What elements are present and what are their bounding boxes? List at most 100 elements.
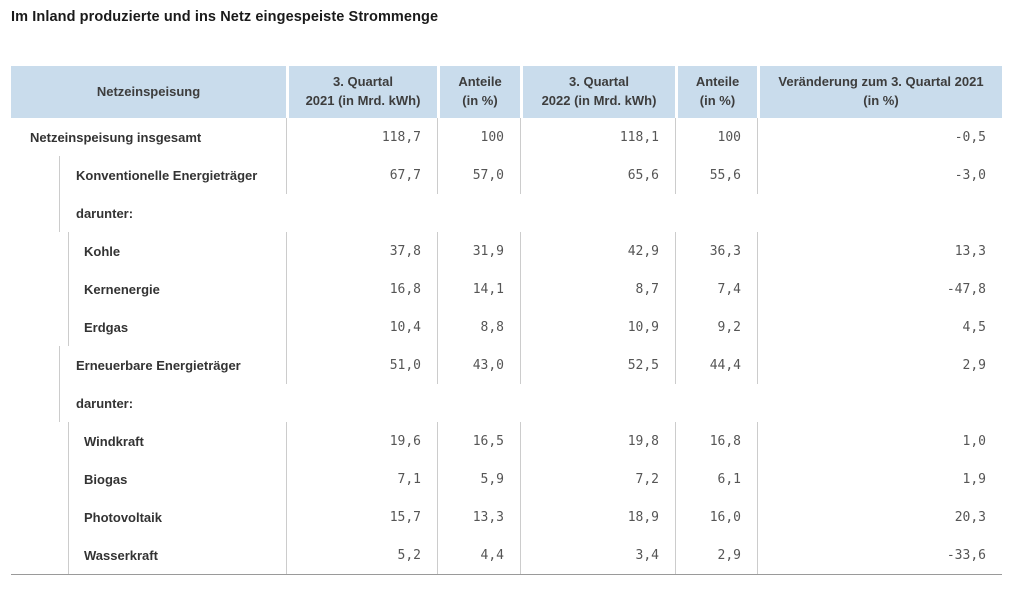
header-q3-2021: 3. Quartal 2021 (in Mrd. kWh): [286, 66, 437, 118]
netzeinspeisung-table: Netzeinspeisung 3. Quartal 2021 (in Mrd.…: [11, 66, 1002, 575]
cell-anteil-2022: 16,0: [675, 498, 757, 536]
cell-anteil-2022: 16,8: [675, 422, 757, 460]
cell-anteil-2021: 4,4: [437, 536, 520, 574]
row-label: Netzeinspeisung insgesamt: [30, 129, 202, 145]
header-line: (in %): [863, 93, 899, 108]
cell-veraenderung: -47,8: [757, 270, 1002, 308]
indent-guide-line: [59, 156, 60, 194]
cell-q3-2022: 118,1: [520, 118, 675, 156]
cell-veraenderung: 13,3: [757, 232, 1002, 270]
indent-guide-line: [59, 194, 60, 232]
cell-q3-2022: 65,6: [520, 156, 675, 194]
indent-guide-line: [68, 270, 69, 308]
cell-anteil-2021: 14,1: [437, 270, 520, 308]
row-label: Photovoltaik: [84, 509, 163, 525]
table-body: Netzeinspeisung insgesamt 118,7 100 118,…: [11, 118, 1002, 575]
cell-veraenderung: -0,5: [757, 118, 1002, 156]
indent-guide-line: [68, 422, 69, 460]
cell-q3-2021: 37,8: [286, 232, 437, 270]
cell-veraenderung: 4,5: [757, 308, 1002, 346]
indent-guide-line: [68, 460, 69, 498]
cell-q3-2021: 19,6: [286, 422, 437, 460]
indent-guide-line: [68, 308, 69, 346]
cell-q3-2022: 42,9: [520, 232, 675, 270]
cell-q3-2021: 15,7: [286, 498, 437, 536]
table-row-windkraft: Windkraft 19,6 16,5 19,8 16,8 1,0: [11, 422, 1002, 460]
table-row-biogas: Biogas 7,1 5,9 7,2 6,1 1,9: [11, 460, 1002, 498]
row-label: darunter:: [76, 205, 134, 221]
indent-guide-line: [68, 498, 69, 536]
cell-q3-2021: 118,7: [286, 118, 437, 156]
cell-veraenderung: -3,0: [757, 156, 1002, 194]
header-line: 2022 (in Mrd. kWh): [541, 93, 657, 108]
cell-anteil-2021: 31,9: [437, 232, 520, 270]
indent-guide-line: [59, 384, 60, 422]
header-line: Anteile: [458, 74, 502, 90]
table-row-erneuerbare: Erneuerbare Energieträger 51,0 43,0 52,5…: [11, 346, 1002, 384]
table-row-konventionelle: Konventionelle Energieträger 67,7 57,0 6…: [11, 156, 1002, 194]
cell-q3-2021: 51,0: [286, 346, 437, 384]
header-line: 3. Quartal: [569, 74, 629, 90]
row-label: Windkraft: [84, 433, 144, 449]
table-row-erdgas: Erdgas 10,4 8,8 10,9 9,2 4,5: [11, 308, 1002, 346]
cell-anteil-2022: 55,6: [675, 156, 757, 194]
cell-q3-2022: 8,7: [520, 270, 675, 308]
table-row-darunter: darunter:: [11, 194, 1002, 232]
header-q3-2022: 3. Quartal 2022 (in Mrd. kWh): [520, 66, 675, 118]
cell-anteil-2022: 9,2: [675, 308, 757, 346]
indent-guide-line: [68, 232, 69, 270]
row-label: Biogas: [84, 471, 128, 487]
table-row-kohle: Kohle 37,8 31,9 42,9 36,3 13,3: [11, 232, 1002, 270]
cell-q3-2022: 10,9: [520, 308, 675, 346]
header-line: Veränderung zum 3. Quartal 2021: [778, 74, 984, 90]
indent-guide-line: [68, 536, 69, 574]
cell-anteil-2021: 43,0: [437, 346, 520, 384]
table-row-kernenergie: Kernenergie 16,8 14,1 8,7 7,4 -47,8: [11, 270, 1002, 308]
header-line: 3. Quartal: [333, 74, 393, 90]
row-label: darunter:: [76, 395, 134, 411]
cell-anteil-2022: 36,3: [675, 232, 757, 270]
cell-veraenderung: 1,9: [757, 460, 1002, 498]
header-line: (in %): [699, 93, 736, 108]
header-veraenderung: Veränderung zum 3. Quartal 2021 (in %): [757, 66, 1002, 118]
cell-q3-2021: 7,1: [286, 460, 437, 498]
row-label: Konventionelle Energieträger: [76, 167, 258, 183]
table-header-row: Netzeinspeisung 3. Quartal 2021 (in Mrd.…: [11, 66, 1002, 118]
cell-q3-2022: 18,9: [520, 498, 675, 536]
header-anteile-2022: Anteile (in %): [675, 66, 757, 118]
cell-q3-2022: 7,2: [520, 460, 675, 498]
cell-anteil-2021: 5,9: [437, 460, 520, 498]
cell-anteil-2021: 13,3: [437, 498, 520, 536]
cell-veraenderung: -33,6: [757, 536, 1002, 574]
header-line: Netzeinspeisung: [96, 83, 201, 99]
cell-anteil-2022: 6,1: [675, 460, 757, 498]
cell-veraenderung: 20,3: [757, 498, 1002, 536]
cell-q3-2021: 10,4: [286, 308, 437, 346]
row-label: Wasserkraft: [84, 547, 158, 563]
cell-q3-2022: 3,4: [520, 536, 675, 574]
table-row-darunter: darunter:: [11, 384, 1002, 422]
row-label: Erneuerbare Energieträger: [76, 357, 241, 373]
cell-anteil-2021: 16,5: [437, 422, 520, 460]
cell-q3-2021: 5,2: [286, 536, 437, 574]
cell-anteil-2021: 8,8: [437, 308, 520, 346]
indent-guide-line: [59, 346, 60, 384]
cell-anteil-2021: 100: [437, 118, 520, 156]
cell-veraenderung: 1,0: [757, 422, 1002, 460]
cell-anteil-2021: 57,0: [437, 156, 520, 194]
table-row-wasserkraft: Wasserkraft 5,2 4,4 3,4 2,9 -33,6: [11, 536, 1002, 574]
row-label: Erdgas: [84, 319, 129, 335]
cell-anteil-2022: 7,4: [675, 270, 757, 308]
cell-anteil-2022: 44,4: [675, 346, 757, 384]
row-label: Kohle: [84, 243, 121, 259]
row-label: Kernenergie: [84, 281, 160, 297]
table-row-photovoltaik: Photovoltaik 15,7 13,3 18,9 16,0 20,3: [11, 498, 1002, 536]
cell-q3-2021: 67,7: [286, 156, 437, 194]
header-line: Anteile: [695, 74, 740, 90]
cell-veraenderung: 2,9: [757, 346, 1002, 384]
page-title: Im Inland produzierte und ins Netz einge…: [11, 9, 439, 25]
cell-q3-2022: 52,5: [520, 346, 675, 384]
cell-anteil-2022: 100: [675, 118, 757, 156]
cell-q3-2022: 19,8: [520, 422, 675, 460]
cell-q3-2021: 16,8: [286, 270, 437, 308]
